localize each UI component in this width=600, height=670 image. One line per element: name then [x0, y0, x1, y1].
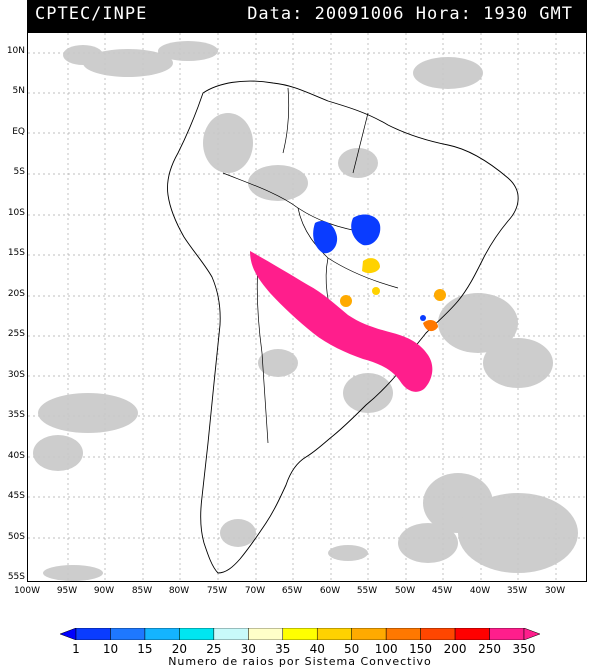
colorbar-tick-label: 350: [512, 642, 536, 656]
colorbar-tick-label: 100: [374, 642, 398, 656]
lon-label-80w: 80W: [168, 586, 190, 596]
colorbar-tick-label: 250: [478, 642, 501, 656]
colorbar-tick-label: 10: [102, 642, 119, 656]
lat-label-10n: 10N: [6, 46, 25, 56]
colorbar-tick-label: 35: [275, 642, 291, 656]
colorbar-segment: [420, 628, 456, 640]
colorbar-segment: [351, 628, 387, 640]
storm-system-major: [250, 251, 433, 392]
lat-label-5n: 5N: [12, 86, 25, 96]
lon-label-60w: 60W: [319, 586, 341, 596]
lat-label-15s: 15S: [7, 248, 25, 258]
lat-label-20s: 20S: [7, 289, 25, 299]
lat-label-25s: 25S: [7, 329, 25, 339]
datetime-label: Data: 20091006 Hora: 1930 GMT: [247, 4, 573, 24]
colorbar-tick-label: 200: [443, 642, 467, 656]
colorbar-segment: [110, 628, 146, 640]
colorbar-segment: [248, 628, 284, 640]
storm-cells-mid: [340, 258, 446, 332]
colorbar-segment: [213, 628, 249, 640]
lon-label-55w: 55W: [356, 586, 378, 596]
colorbar-tick-label: 25: [206, 642, 222, 656]
legend-colorbar: [60, 628, 540, 640]
colorbar-segment: [75, 628, 111, 640]
source-label: CPTEC/INPE: [35, 4, 148, 24]
colorbar-tick-label: 30: [240, 642, 256, 656]
lon-label-35w: 35W: [506, 586, 528, 596]
lon-label-40w: 40W: [469, 586, 491, 596]
lat-label-45s: 45S: [7, 491, 25, 501]
lat-label-10s: 10S: [7, 208, 25, 218]
colorbar-segment: [179, 628, 215, 640]
colorbar-segment: [489, 628, 525, 640]
lon-label-70w: 70W: [244, 586, 266, 596]
map-header: CPTEC/INPE Data: 20091006 Hora: 1930 GMT: [27, 0, 587, 32]
colorbar-segment: [144, 628, 180, 640]
colorbar-tick-label: 1: [72, 642, 80, 656]
lon-label-95w: 95W: [56, 586, 78, 596]
colorbar-arrow-left: [60, 628, 77, 640]
lon-label-50w: 50W: [394, 586, 416, 596]
lat-label-40s: 40S: [7, 451, 25, 461]
colorbar-segment: [316, 628, 352, 640]
lon-label-45w: 45W: [431, 586, 453, 596]
colorbar-segment: [385, 628, 421, 640]
colorbar-tick-label: 40: [309, 642, 325, 656]
lat-label-5s: 5S: [13, 167, 25, 177]
lat-label-eq: EQ: [12, 127, 25, 137]
colorbar-segment: [454, 628, 490, 640]
colorbar-segment: [282, 628, 318, 640]
lon-label-85w: 85W: [131, 586, 153, 596]
lat-label-55s: 55S: [7, 572, 25, 582]
lon-label-65w: 65W: [281, 586, 303, 596]
lon-label-30w: 30W: [544, 586, 566, 596]
storm-cells-low: [313, 214, 442, 321]
colorbar-arrow-right: [523, 628, 540, 640]
lat-label-50s: 50S: [7, 532, 25, 542]
colorbar-tick-label: 15: [137, 642, 153, 656]
colorbar-tick-label: 50: [344, 642, 360, 656]
continent-outline: [167, 80, 519, 574]
lat-label-30s: 30S: [7, 370, 25, 380]
colorbar-tick-label: 150: [409, 642, 433, 656]
cloud-cover: [33, 41, 578, 581]
colorbar-tick-label: 20: [171, 642, 188, 656]
lightning-map[interactable]: [27, 32, 587, 582]
lon-label-75w: 75W: [206, 586, 228, 596]
lon-label-100w: 100W: [13, 586, 41, 596]
lon-label-90w: 90W: [93, 586, 115, 596]
lat-label-35s: 35S: [7, 410, 25, 420]
legend-title: Numero de raios por Sistema Convectivo: [168, 655, 432, 668]
